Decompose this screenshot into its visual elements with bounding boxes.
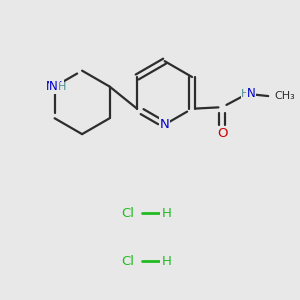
Text: H: H [161, 255, 171, 268]
Text: N: N [160, 118, 170, 131]
Text: Cl: Cl [122, 255, 135, 268]
Text: CH₃: CH₃ [274, 91, 295, 101]
Text: NH: NH [46, 80, 63, 93]
Text: H: H [161, 207, 171, 220]
Text: N: N [49, 80, 58, 93]
Text: H: H [58, 82, 67, 92]
Text: N: N [246, 87, 255, 100]
Text: O: O [217, 127, 227, 140]
Text: Cl: Cl [122, 207, 135, 220]
Text: H: H [241, 88, 249, 98]
